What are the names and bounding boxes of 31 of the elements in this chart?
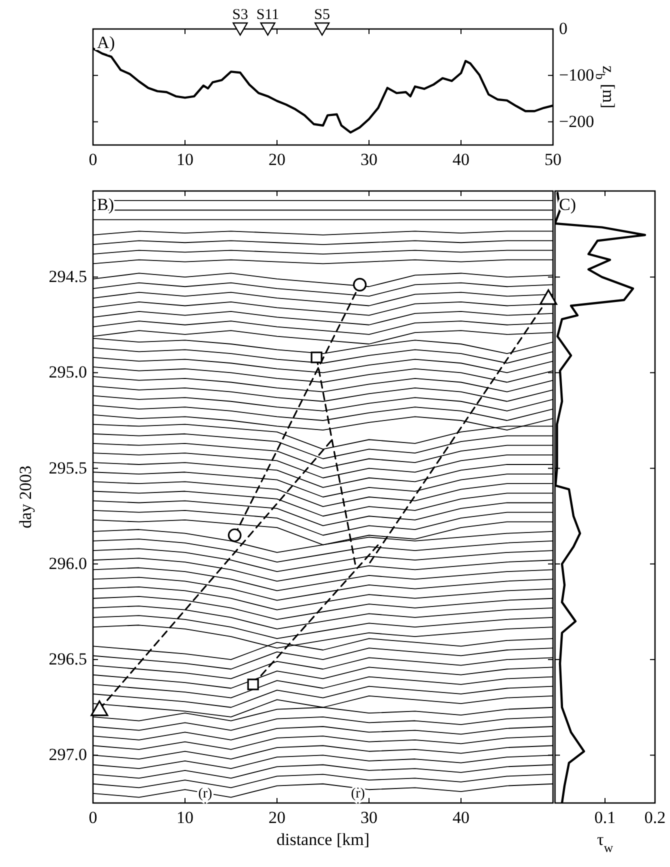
y-axis-title: day 2003 [16,466,35,528]
x-tick-label: 10 [176,150,194,169]
x-tick-label: 0 [88,808,98,827]
chart-title: B) [97,195,114,214]
x-tick-label: 20 [268,150,286,169]
x-tick-label: 0.2 [644,808,666,827]
x-tick-label: 30 [360,150,378,169]
y-tick-label: 296.0 [48,554,87,573]
y-tick-label: 295.5 [48,458,87,478]
x-tick-label: 10 [176,808,194,827]
x-tick-label: 0.1 [594,808,616,827]
y2-tick-label: −100 [559,65,594,84]
data-label: S11 [256,7,280,23]
x-axis-title: distance [km] [276,830,370,849]
x-tick-label: 40 [452,150,470,169]
x-tick-label: 30 [360,808,378,827]
chart-title: A) [97,33,115,52]
y2-tick-label: 0 [559,19,568,38]
annotation: (r) [350,786,366,802]
y-tick-label: 295.0 [48,362,87,382]
y-tick-label: 294.5 [48,267,87,286]
x-axis-title: τ$_{w}$ [596,830,614,855]
y2-tick-label: −200 [559,112,594,131]
y-tick-label: 296.5 [48,650,87,669]
x-tick-label: 0 [88,150,98,169]
y-tick-label: 297.0 [48,745,87,764]
data-label: S3 [232,7,248,23]
x-tick-label: 40 [452,808,470,827]
x-tick-label: 20 [268,808,286,827]
x-tick-label: 50 [544,150,562,169]
data-label: S5 [314,7,330,23]
